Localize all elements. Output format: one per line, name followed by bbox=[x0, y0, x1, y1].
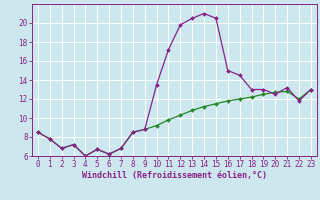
X-axis label: Windchill (Refroidissement éolien,°C): Windchill (Refroidissement éolien,°C) bbox=[82, 171, 267, 180]
